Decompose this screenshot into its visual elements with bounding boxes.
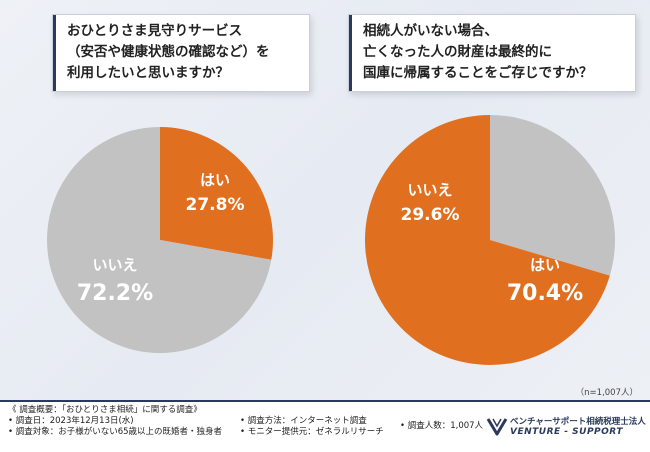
pie-right-value-1: 70.4%: [507, 281, 583, 306]
survey-count: • 調査人数：1,007人: [400, 421, 484, 431]
pie-right-label-1: はい: [530, 256, 560, 274]
question-box-right: 相続人がいない場合、 亡くなった人の財産は最終的に 国庫に帰属することをご存じで…: [348, 14, 636, 92]
pie-right-label-0: いいえ: [407, 181, 452, 199]
pie-right-slice-1: [365, 115, 610, 366]
question-right-line3: 国庫に帰属することをご存じですか？: [363, 65, 593, 81]
question-right-line1: 相続人がいない場合、: [363, 23, 498, 39]
question-left-line3: 利用したいと思いますか？: [67, 65, 229, 81]
pie-left-slice-0: [160, 127, 273, 260]
survey-target: • 調査対象：お子様がいない65歳以上の既婚者・独身者: [8, 427, 223, 437]
pie-right-value-0: 29.6%: [401, 205, 460, 225]
survey-provider: • モニター提供元：ゼネラルリサーチ: [240, 427, 384, 437]
survey-footer: 《 調査概要：「おひとりさま相続」に関する調査》 • 調査日：2023年12月1…: [0, 400, 650, 452]
venture-support-logo-icon: [486, 418, 508, 436]
sample-size-note: （n=1,007人）: [575, 388, 638, 398]
pie-chart-left: はい 27.8% いいえ 72.2%: [47, 127, 273, 354]
question-left-line2: （安否や健康状態の確認など）を: [67, 44, 270, 60]
question-accent-right: [349, 15, 352, 91]
survey-method: • 調査方法：インターネット調査: [240, 416, 367, 426]
pie-right-slice-0: [490, 115, 616, 276]
question-right-line2: 亡くなった人の財産は最終的に: [363, 44, 552, 60]
brand-name-jp: ベンチャーサポート相続税理士法人: [510, 417, 646, 427]
brand-name-en: VENTURE - SUPPORT: [510, 427, 623, 437]
pie-left-label-0: はい: [200, 171, 230, 189]
survey-date: • 調査日：2023年12月13日(水): [8, 416, 134, 426]
question-box-left: おひとりさま見守りサービス （安否や健康状態の確認など）を 利用したいと思います…: [52, 14, 310, 92]
survey-overview: 《 調査概要：「おひとりさま相続」に関する調査》: [8, 405, 202, 415]
question-accent-left: [53, 15, 56, 91]
question-left-line1: おひとりさま見守りサービス: [67, 23, 243, 39]
pie-left-value-0: 27.8%: [186, 195, 245, 215]
pie-charts: はい 27.8% いいえ 72.2% いいえ 29.6% はい 70.4%: [47, 115, 616, 366]
pie-chart-right: いいえ 29.6% はい 70.4%: [365, 115, 616, 366]
pie-left-value-1: 72.2%: [77, 281, 153, 306]
pie-left-label-1: いいえ: [92, 256, 137, 274]
pie-left-slice-1: [47, 127, 272, 354]
